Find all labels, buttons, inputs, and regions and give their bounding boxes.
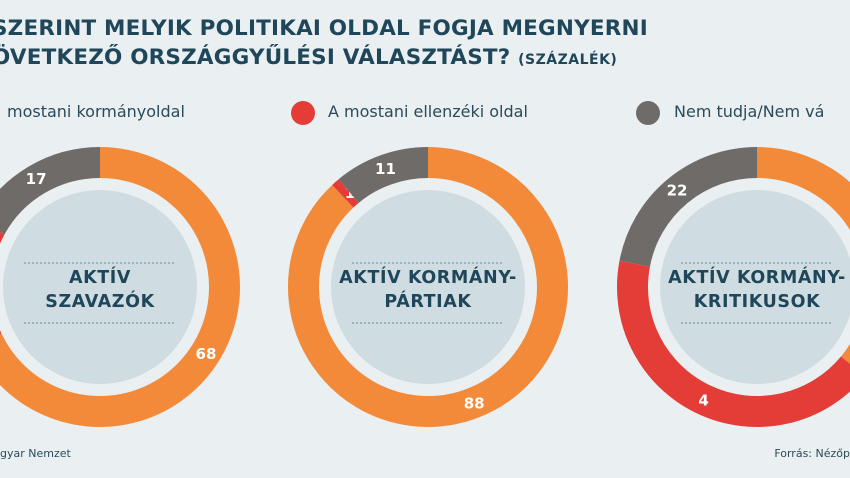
footer-source: Forrás: Nézőp (774, 447, 850, 460)
title-line-2: ÖVETKEZŐ ORSZÁGGYŰLÉSI VÁLASZTÁST? (SZÁZ… (0, 43, 752, 75)
legend-swatch-dont-know (636, 101, 660, 125)
donut-segment-government (756, 147, 850, 364)
legend: mostani kormányoldal A mostani ellenzéki… (0, 100, 850, 126)
donut-segment-dont-know (619, 147, 758, 267)
donut-center-disc (3, 190, 197, 384)
center-label-line-2: SZAVAZÓK (45, 290, 155, 312)
donut-segment-opposition (617, 260, 850, 427)
data-label-dont-know: 17 (26, 170, 47, 188)
center-label-line-2: PÁRTIAK (384, 290, 472, 312)
title-line-1: SZERINT MELYIK POLITIKAI OLDAL FOGJA MEG… (0, 16, 648, 41)
data-label-government: 68 (196, 345, 217, 363)
center-label-line-1: AKTÍV (69, 266, 131, 288)
donut-segment-government (0, 147, 240, 427)
center-label-line-1: AKTÍV KORMÁNY- (339, 266, 517, 288)
donut-segment-government (288, 147, 568, 427)
legend-label-dont-know: Nem tudja/Nem vá (674, 102, 825, 121)
legend-label-government: mostani kormányoldal (7, 102, 185, 121)
donut-segment-dont-know (338, 147, 429, 204)
donut-chart-1: 681517AKTÍVSZAVAZÓK (0, 147, 240, 427)
data-label-opposition: 4 (698, 392, 708, 410)
donut-chart-3: 36422AKTÍV KORMÁNY-KRITIKUSOK (617, 147, 850, 427)
donut-center-disc (660, 190, 850, 384)
data-label-dont-know: 22 (667, 181, 688, 199)
donut-segment-opposition (332, 179, 359, 208)
data-label-dont-know: 11 (375, 160, 396, 178)
legend-swatch-opposition (291, 101, 315, 125)
center-label-line-2: KRITIKUSOK (694, 292, 821, 312)
data-label-government: 88 (464, 395, 485, 413)
footer-publisher: gyar Nemzet (0, 447, 71, 460)
data-label-opposition: 1 (345, 184, 355, 202)
chart-title: SZERINT MELYIK POLITIKAI OLDAL FOGJA MEG… (0, 14, 752, 75)
legend-label-opposition: A mostani ellenzéki oldal (328, 102, 528, 121)
donut-segment-dont-know (0, 147, 101, 235)
donut-center-disc (331, 190, 525, 384)
title-unit: (SZÁZALÉK) (518, 52, 618, 68)
center-label-line-1: AKTÍV KORMÁNY- (668, 266, 846, 288)
title-line-2-text: ÖVETKEZŐ ORSZÁGGYŰLÉSI VÁLASZTÁST? (0, 45, 511, 70)
